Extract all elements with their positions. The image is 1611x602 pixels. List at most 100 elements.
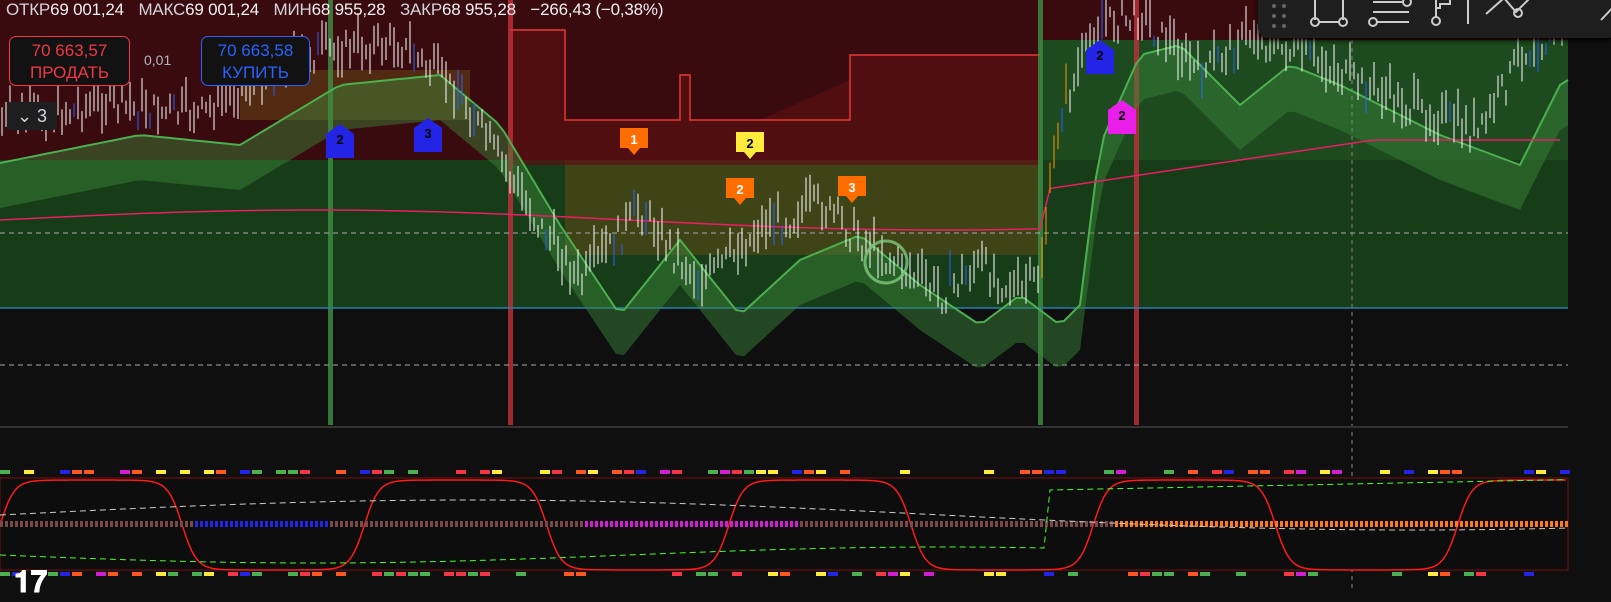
- histogram-bar: [845, 521, 848, 527]
- histogram-bar: [620, 521, 623, 527]
- signal-marker[interactable]: 1: [620, 128, 648, 155]
- sell-button[interactable]: 70 663,57 ПРОДАТЬ: [9, 36, 130, 86]
- status-strip: [1248, 470, 1258, 474]
- status-strip: [216, 470, 226, 474]
- flag-tool-icon[interactable]: [1431, 0, 1451, 26]
- histogram-bar: [1325, 521, 1328, 527]
- high-value: 69 001,24: [185, 0, 259, 19]
- histogram-bar: [805, 521, 808, 527]
- histogram-bar: [685, 521, 688, 527]
- histogram-bar: [1545, 521, 1548, 527]
- histogram-bar: [1315, 521, 1318, 527]
- signal-marker[interactable]: 3: [838, 176, 866, 203]
- signal-marker[interactable]: 3: [414, 118, 442, 152]
- horizontal-lines-icon[interactable]: [1368, 0, 1412, 27]
- histogram-bar: [80, 521, 83, 527]
- status-strip: [372, 470, 382, 474]
- tradingview-logo[interactable]: 𝟏𝟕: [14, 566, 48, 599]
- histogram-bar: [1470, 521, 1473, 527]
- status-strip: [900, 470, 910, 474]
- histogram-bar: [945, 521, 948, 527]
- histogram-bar: [1495, 521, 1498, 527]
- histogram-bar: [1260, 521, 1263, 527]
- status-strip: [636, 470, 646, 474]
- signal-marker[interactable]: 2: [736, 132, 764, 159]
- status-strip: [588, 470, 598, 474]
- histogram-bar: [1365, 521, 1368, 527]
- histogram-bar: [1305, 521, 1308, 527]
- status-strip: [996, 572, 1006, 576]
- status-strip: [1260, 470, 1270, 474]
- status-strip: [780, 572, 790, 576]
- histogram-bar: [570, 521, 573, 527]
- status-strip: [1392, 572, 1402, 576]
- histogram-bar: [1400, 521, 1403, 527]
- status-strip: [708, 572, 718, 576]
- marker-label: 3: [848, 180, 855, 195]
- histogram-bar: [1460, 521, 1463, 527]
- status-strip: [516, 572, 526, 576]
- status-strip: [384, 572, 394, 576]
- histogram-bar: [1255, 521, 1258, 527]
- histogram-bar: [1430, 521, 1433, 527]
- status-strip: [0, 470, 10, 474]
- histogram-bar: [1085, 521, 1088, 527]
- histogram-bar: [865, 521, 868, 527]
- rectangle-tool-icon[interactable]: [1310, 0, 1348, 27]
- histogram-bar: [795, 521, 798, 527]
- indicator-count: 3: [37, 106, 48, 126]
- trend-line-icon[interactable]: [1485, 0, 1534, 18]
- histogram-bar: [380, 521, 383, 527]
- signal-marker[interactable]: 2: [1086, 40, 1114, 74]
- histogram-bar: [250, 521, 253, 527]
- status-strip: [300, 572, 310, 576]
- histogram-bar: [1075, 521, 1078, 527]
- histogram-bar: [70, 521, 73, 527]
- status-strip: [1284, 470, 1294, 474]
- histogram-bar: [1375, 521, 1378, 527]
- status-strip: [624, 470, 634, 474]
- histogram-bar: [115, 521, 118, 527]
- drag-handle-icon[interactable]: [1272, 4, 1286, 28]
- histogram-bar: [825, 521, 828, 527]
- signal-marker[interactable]: 2: [1108, 100, 1136, 134]
- status-strip: [1440, 572, 1450, 576]
- histogram-bar: [290, 521, 293, 527]
- status-strip: [492, 470, 502, 474]
- signal-marker[interactable]: 2: [326, 124, 354, 158]
- histogram-bar: [750, 521, 753, 527]
- marker-label: 2: [1096, 48, 1103, 63]
- histogram-bar: [50, 521, 53, 527]
- status-strip: [468, 572, 478, 576]
- histogram-bar: [1515, 521, 1518, 527]
- histogram-bar: [190, 521, 193, 527]
- status-strip: [984, 470, 994, 474]
- status-strip: [240, 470, 250, 474]
- histogram-bar: [1180, 521, 1183, 527]
- histogram-bar: [1540, 521, 1543, 527]
- histogram-bar: [575, 521, 578, 527]
- histogram-bar: [1410, 521, 1413, 527]
- collapse-indicators-button[interactable]: ⌄ 3: [7, 102, 57, 130]
- histogram-bar: [715, 521, 718, 527]
- status-strip: [888, 572, 898, 576]
- histogram-bar: [410, 521, 413, 527]
- histogram-bar: [1520, 521, 1523, 527]
- buy-button[interactable]: 70 663,58 КУПИТЬ: [201, 36, 310, 86]
- shape-tool-icon[interactable]: [1600, 2, 1611, 21]
- histogram-bar: [790, 521, 793, 527]
- histogram-bar: [390, 521, 393, 527]
- close-label: ЗАКР: [399, 0, 443, 19]
- signal-marker[interactable]: 2: [726, 178, 754, 205]
- ohlc-legend: ОТКР69 001,24 МАКС69 001,24 МИН68 955,28…: [6, 0, 673, 20]
- histogram-bar: [885, 521, 888, 527]
- histogram-bar: [1065, 521, 1068, 527]
- histogram-bar: [635, 521, 638, 527]
- histogram-bar: [1165, 521, 1168, 527]
- histogram-bar: [1320, 521, 1323, 527]
- moving-average: [0, 139, 1560, 231]
- histogram-bar: [755, 521, 758, 527]
- status-strip: [408, 470, 418, 474]
- histogram-bar: [1390, 521, 1393, 527]
